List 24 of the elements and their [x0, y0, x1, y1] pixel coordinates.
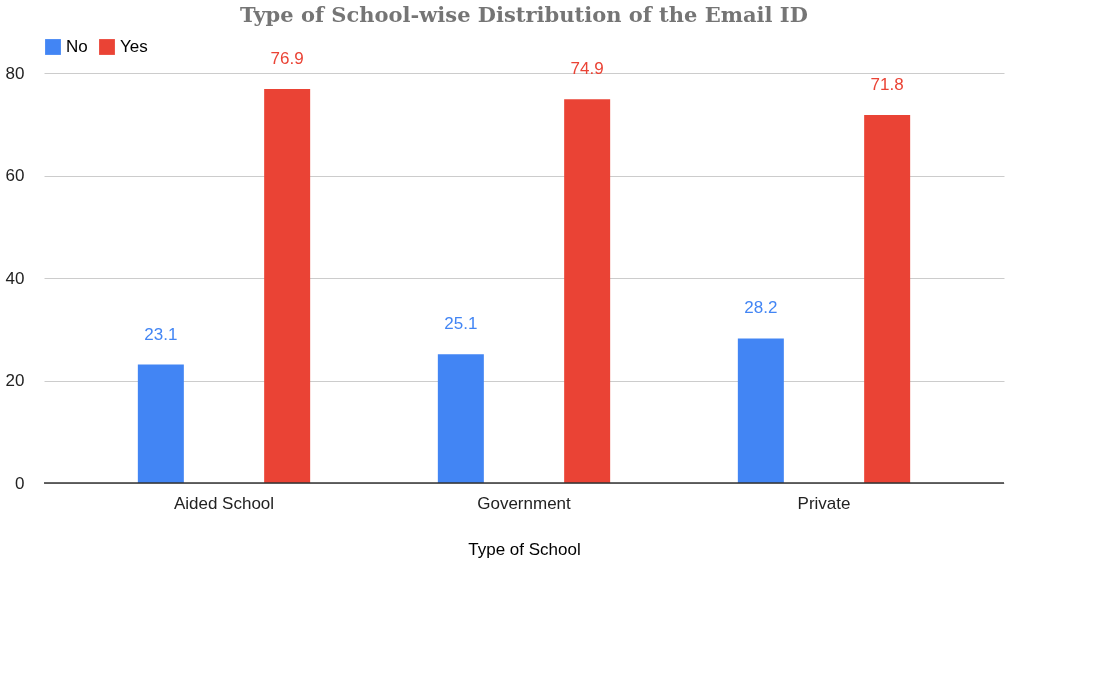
y-tick-label: 20 [5, 371, 25, 390]
legend-label: Yes [120, 37, 148, 56]
data-label: 28.2 [744, 298, 778, 318]
y-tick-label: 80 [5, 63, 25, 83]
data-label: 23.1 [144, 324, 178, 344]
data-label: 74.9 [570, 59, 604, 79]
x-tick-label: Aided School [173, 493, 275, 513]
bar [137, 364, 184, 483]
data-label: 25.1 [444, 314, 478, 334]
y-tick-label: 60 [5, 166, 25, 185]
data-label: 76.9 [270, 48, 304, 68]
x-tick-label: Private [797, 493, 851, 513]
bar [864, 115, 911, 483]
y-tick-label: 0 [15, 473, 25, 493]
legend-label: No [66, 37, 88, 56]
bar [564, 99, 611, 483]
x-axis-title: Type of School [468, 539, 581, 559]
bar [437, 354, 484, 483]
y-tick-label: 40 [5, 268, 25, 288]
x-tick-label: Government [477, 493, 572, 513]
bar [737, 338, 784, 483]
bar [264, 88, 311, 483]
data-label: 71.8 [870, 75, 904, 95]
chart-title: Type of School-wise Distribution of the Email ID [240, 2, 808, 27]
